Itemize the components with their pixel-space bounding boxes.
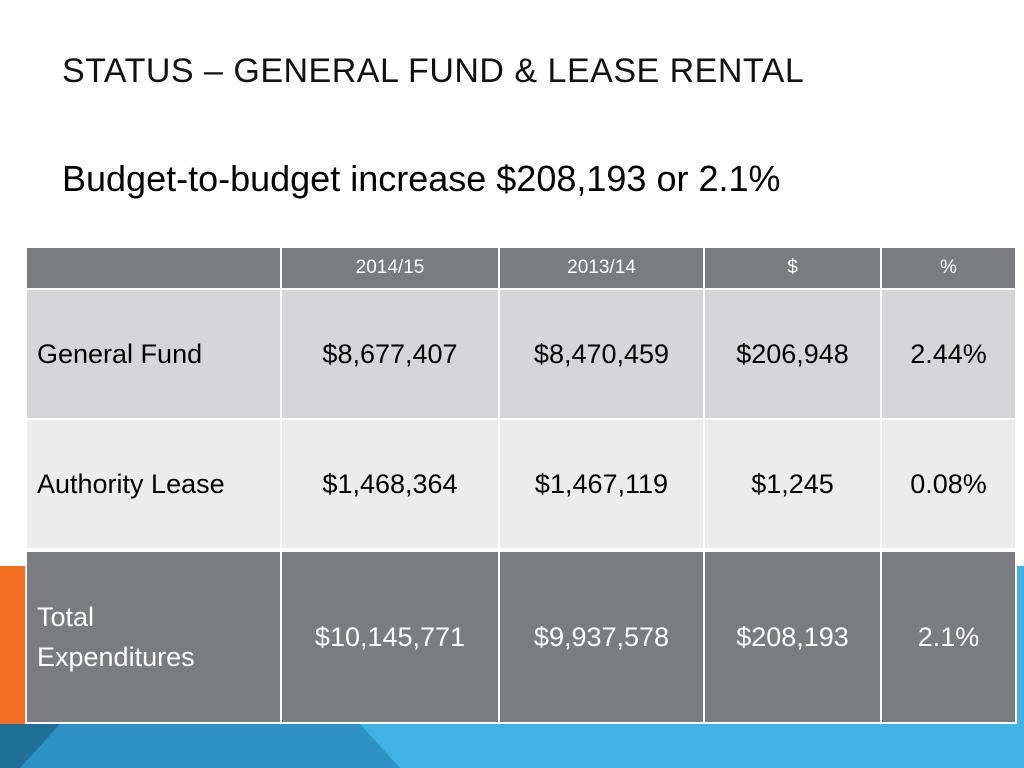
table-row: Authority Lease $1,468,364 $1,467,119 $1…	[25, 418, 1017, 551]
total-cell-2014-15: $10,145,771	[280, 548, 500, 724]
cell-percent: 0.08%	[880, 418, 1017, 551]
header-cell-2013-14: 2013/14	[498, 246, 705, 290]
header-cell-percent: %	[880, 246, 1017, 290]
cell-2013-14: $1,467,119	[498, 418, 705, 551]
cell-2014-15: $1,468,364	[280, 418, 500, 551]
cell-dollar: $1,245	[703, 418, 882, 551]
slide-title: STATUS – GENERAL FUND & LEASE RENTAL	[62, 52, 805, 90]
cell-2013-14: $8,470,459	[498, 288, 705, 420]
header-cell-2014-15: 2014/15	[280, 246, 500, 290]
total-cell-2013-14: $9,937,578	[498, 548, 705, 724]
row-label: General Fund	[25, 288, 282, 420]
right-blue-strip	[1016, 566, 1024, 768]
header-cell-label	[25, 246, 282, 290]
table-row: General Fund $8,677,407 $8,470,459 $206,…	[25, 288, 1017, 420]
cell-2014-15: $8,677,407	[280, 288, 500, 420]
header-cell-dollar: $	[703, 246, 882, 290]
budget-table: 2014/15 2013/14 $ % General Fund $8,677,…	[25, 246, 1017, 724]
total-label-line1: Total	[37, 602, 95, 632]
total-cell-dollar: $208,193	[703, 548, 882, 724]
total-cell-percent: 2.1%	[880, 548, 1017, 724]
table-total-row: Total Expenditures $10,145,771 $9,937,57…	[25, 548, 1017, 724]
light-blue-band	[360, 724, 1024, 768]
row-label: Authority Lease	[25, 418, 282, 551]
slide-subtitle: Budget-to-budget increase $208,193 or 2.…	[62, 158, 781, 199]
cell-percent: 2.44%	[880, 288, 1017, 420]
cell-dollar: $206,948	[703, 288, 882, 420]
total-label-line2: Expenditures	[37, 642, 195, 672]
table-header-row: 2014/15 2013/14 $ %	[25, 246, 1017, 290]
orange-corner-shape	[0, 566, 28, 768]
total-row-label: Total Expenditures	[25, 548, 282, 724]
teal-corner-shape	[0, 724, 60, 768]
